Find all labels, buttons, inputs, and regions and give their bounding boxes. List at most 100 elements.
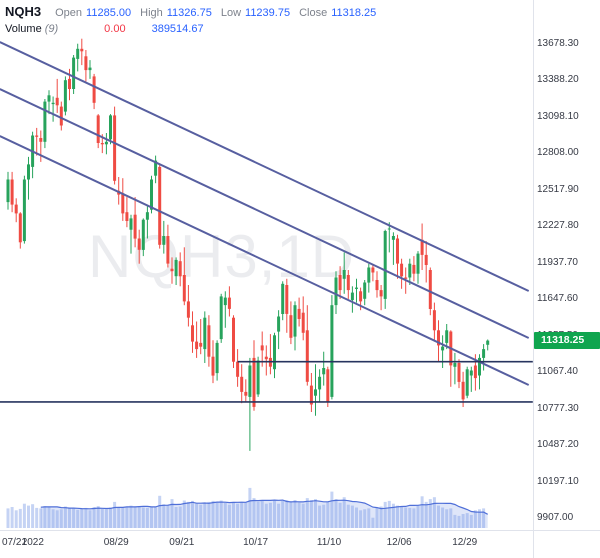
candle: [199, 342, 203, 347]
open-label: Open: [55, 7, 83, 19]
candle: [375, 280, 379, 291]
high-label: High: [140, 7, 163, 19]
candle: [10, 179, 14, 205]
volume-indicator-label[interactable]: Volume: [5, 23, 42, 35]
candle: [186, 301, 190, 318]
candle: [47, 95, 51, 102]
candle: [27, 164, 30, 180]
candle: [326, 369, 330, 402]
candle: [318, 376, 322, 390]
candle: [113, 115, 117, 181]
candle: [236, 361, 240, 377]
candle: [408, 263, 412, 278]
candle: [453, 363, 457, 367]
price-tick-label: 13388.20: [537, 74, 579, 86]
candle: [145, 212, 149, 220]
price-axis[interactable]: 13678.30 13388.20 13098.10 12808.00 12517.90…: [537, 0, 600, 530]
candle: [465, 369, 469, 396]
candle: [55, 97, 59, 106]
trendline: [0, 41, 530, 292]
candle: [84, 56, 88, 71]
candle: [457, 363, 461, 382]
candle: [428, 270, 432, 309]
price-tick-label: 11067.40: [537, 366, 578, 378]
price-tick-label: 11937.70: [537, 256, 578, 268]
candle: [305, 330, 309, 382]
candle: [314, 389, 317, 396]
candle: [195, 341, 199, 350]
candle: [400, 263, 404, 277]
candle: [371, 267, 375, 273]
volume-legend-row: Volume (9) 0.00 389514.67: [5, 23, 385, 35]
candle: [285, 285, 289, 314]
candle: [432, 310, 436, 331]
price-tick-label: 10777.30: [537, 402, 579, 414]
price-tick-label: 10487.20: [537, 439, 579, 450]
candle: [367, 267, 371, 283]
volume-ma-value: 389514.67: [151, 23, 204, 35]
candle: [162, 236, 166, 245]
candle: [338, 275, 342, 291]
candles: [6, 38, 490, 451]
candle: [330, 305, 334, 397]
candle: [76, 48, 80, 59]
candle: [244, 391, 248, 396]
candle: [6, 179, 10, 203]
candle: [363, 282, 367, 299]
price-tick-label: 13098.10: [537, 110, 579, 122]
candle: [437, 330, 440, 346]
high-value: 11326.75: [166, 7, 212, 19]
candle: [121, 193, 125, 214]
candle: [63, 80, 67, 112]
candle: [281, 283, 285, 314]
candle: [396, 238, 399, 264]
candle: [379, 290, 383, 297]
trend-channel[interactable]: [0, 41, 530, 386]
time-tick-label: 2022: [21, 537, 44, 548]
candle: [482, 349, 486, 358]
trendline: [0, 88, 530, 339]
current-price-tag: 11318.25: [534, 332, 600, 350]
candle: [227, 297, 231, 309]
candle: [18, 213, 22, 243]
candle: [445, 330, 449, 343]
candle: [203, 317, 207, 350]
candle: [359, 291, 363, 302]
price-tick-label: 12227.80: [537, 220, 579, 232]
low-value: 11239.75: [245, 7, 291, 19]
candle: [39, 138, 43, 142]
candle: [215, 342, 219, 374]
candle: [342, 270, 346, 279]
price-tick-label: 12517.90: [537, 183, 579, 195]
candle: [289, 315, 293, 338]
candle: [178, 261, 182, 277]
candle: [14, 204, 18, 214]
horizontal-lines[interactable]: [0, 360, 533, 403]
candle: [301, 312, 305, 333]
price-tick-label: 12808.00: [537, 147, 579, 159]
candle: [232, 317, 235, 362]
trendline: [0, 135, 530, 386]
candle: [473, 365, 477, 379]
candle: [334, 277, 338, 306]
candlestick-chart[interactable]: [0, 0, 534, 530]
price-tick-label: 11647.60: [537, 293, 578, 305]
candle: [248, 365, 252, 397]
time-axis[interactable]: 07/21 2022 08/29 09/21 10/17 11/10 12/06 12/29: [0, 534, 534, 558]
candle: [256, 360, 260, 395]
candle: [88, 67, 92, 71]
candle: [277, 316, 281, 332]
time-tick-label: 09/21: [169, 537, 195, 548]
candle: [191, 325, 194, 342]
candle: [260, 345, 264, 351]
volume-indicator-period: (9): [44, 23, 59, 35]
candle: [441, 346, 445, 351]
candle: [104, 141, 108, 145]
time-tick-label: 11/10: [316, 537, 342, 548]
symbol-name[interactable]: NQH3: [5, 4, 42, 19]
candle: [154, 160, 158, 176]
candle: [469, 370, 473, 376]
candle: [129, 218, 133, 230]
candle: [461, 381, 465, 400]
